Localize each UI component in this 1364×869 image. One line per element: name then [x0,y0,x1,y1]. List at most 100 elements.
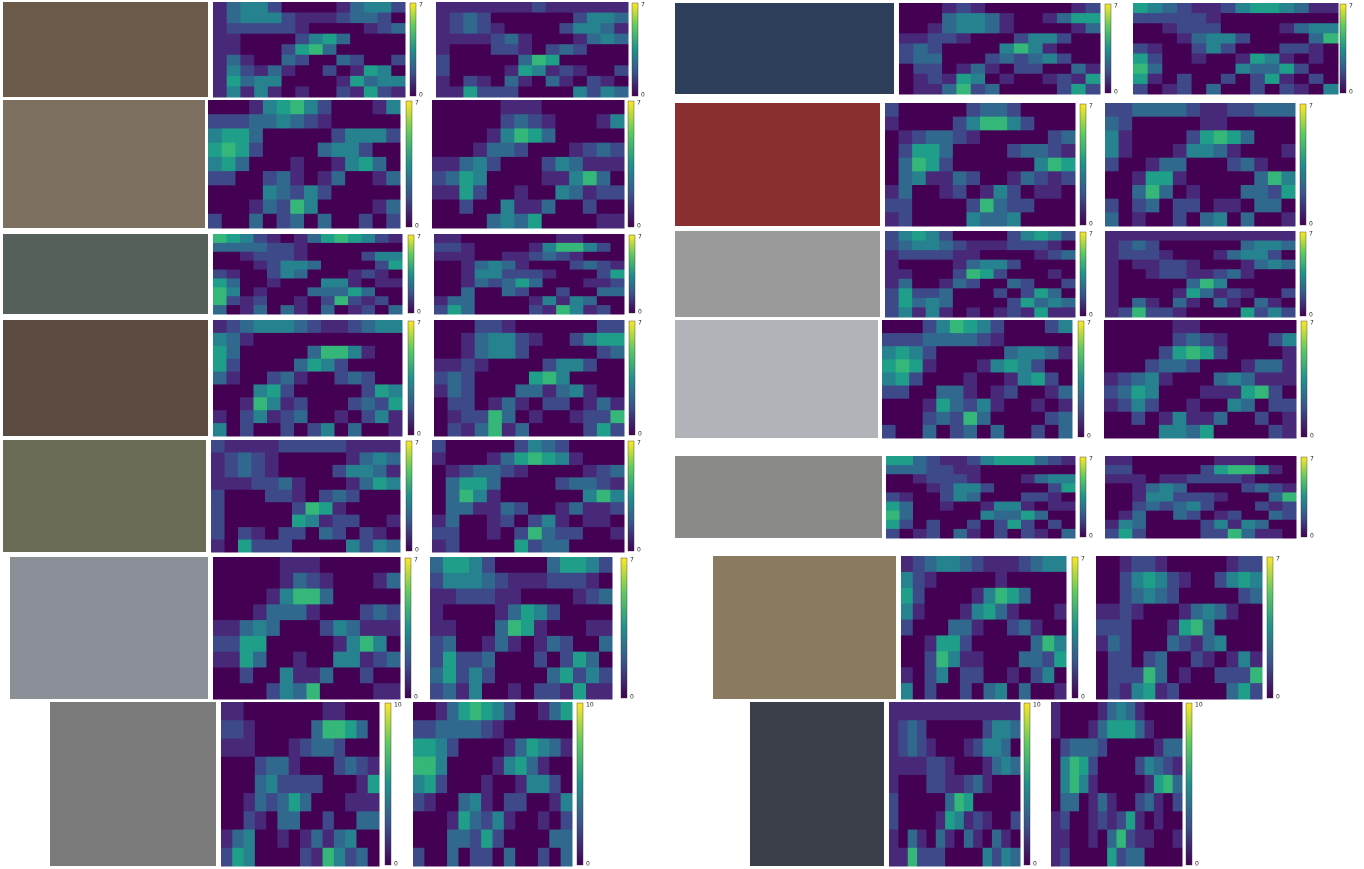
heatmap-cell [596,278,611,288]
heatmap-cell [926,702,937,721]
heatmap-cell [459,185,474,201]
heatmap-cell [358,114,374,129]
heatmap-cell [1013,13,1029,24]
heatmap-cell [359,527,374,541]
heatmap-cell [1061,171,1076,186]
heatmap-cell [474,332,489,347]
heatmap-cell [372,199,387,215]
heatmap-cell [596,287,611,297]
colorbar [628,320,636,436]
heatmap-cell [226,397,241,411]
heatmap-cell [882,346,897,360]
heatmap-cell [456,604,470,621]
heatmap-cell [345,185,360,201]
heatmap-cell [254,738,267,758]
heatmap-cell [970,43,986,55]
heatmap-cell [1158,333,1174,347]
heatmap-cell [1034,259,1049,270]
heatmap-cell [240,287,254,297]
heatmap-cell [413,702,425,721]
heatmap-cell [1191,83,1207,95]
heatmap-cell [278,489,293,503]
heatmap-cell [294,242,308,253]
heatmap-cell [461,305,476,315]
heatmap-cell [1264,83,1280,95]
heatmap-cell [940,519,954,530]
heatmap-cell [1167,683,1180,700]
heatmap-cell [1235,23,1251,34]
heatmap-cell [319,502,333,516]
heatmap [432,100,625,229]
colorbar-max-label: 7 [641,2,645,9]
heatmap-cell [226,345,241,360]
heatmap-cell [901,619,914,636]
heatmap-cell [280,260,295,271]
heatmap-cell [1007,587,1020,605]
heatmap-cell [599,588,613,605]
heatmap-cell [926,483,941,493]
heatmap-cell [213,54,228,66]
heatmap-cell [373,667,388,684]
heatmap-cell [935,829,946,849]
heatmap-cell [508,683,522,700]
heatmap-cell [1159,171,1174,186]
heatmap-cell [280,234,295,244]
heatmap-cell [1173,501,1188,512]
heatmap-cell [501,320,516,334]
heatmap-cell [1172,756,1183,776]
heatmap-cell [1200,116,1215,131]
heatmap-cell [1104,385,1119,400]
heatmap-cell [547,588,561,605]
heatmap-cell [1227,492,1242,503]
heatmap-cell [486,440,502,453]
heatmap-cell [459,539,474,553]
heatmap-cell [388,278,403,288]
heatmap-cell [514,213,529,229]
heatmap-cell [288,774,301,794]
heatmap-cell [1200,411,1215,426]
heatmap-cell [317,156,332,172]
heatmap-cell [913,510,927,521]
heatmap-cell [1240,278,1255,289]
heatmap-cell [569,527,584,541]
heatmap-cell [889,829,899,849]
heatmap-cell [1213,116,1228,131]
heatmap-cell [542,320,557,334]
heatmap [436,2,629,98]
heatmap-cell [1172,171,1187,186]
heatmap-cell [1021,474,1035,484]
heatmap-cell [985,23,1000,34]
heatmap-cell [304,156,319,172]
heatmap-cell [1220,83,1236,95]
colorbar [628,234,636,314]
heatmap-cell [959,571,973,589]
heatmap-cell [882,320,897,334]
heatmap-cell [265,527,279,541]
heatmap-cell [307,384,322,398]
heatmap-cell [432,477,447,491]
heatmap-cell [1119,587,1133,605]
heatmap-cell [1241,492,1256,503]
heatmap-cell [1158,398,1174,413]
heatmap-cell [254,44,269,56]
heatmap-cell [224,489,239,503]
heatmap-cell [279,604,294,621]
heatmap-cell [1031,385,1046,400]
heatmap-cell [1172,278,1187,289]
heatmap-cell [1200,320,1215,334]
heatmap-cell [936,385,951,400]
heatmap-cell [492,774,505,794]
heatmap-cell [514,142,529,158]
heatmap-cell [541,156,556,172]
heatmap-cell [1220,13,1236,24]
heatmap-cell [1255,456,1270,466]
heatmap-cell [267,296,281,306]
heatmap-cell [317,100,332,115]
heatmap-cell [1021,492,1035,503]
heatmap-cell [1116,793,1127,812]
heatmap-cell [239,651,254,668]
heatmap-cell [980,130,995,145]
heatmap-cell [267,44,283,56]
heatmap-cell [917,738,927,758]
heatmap-cell [321,260,335,271]
